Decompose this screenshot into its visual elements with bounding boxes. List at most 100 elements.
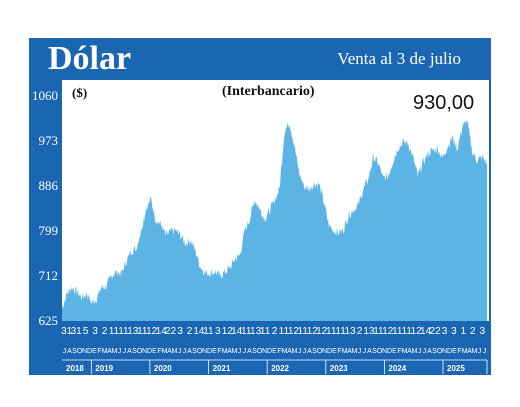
x-year-label: 2022 [271, 364, 289, 373]
x-tick-month-label: O [317, 348, 323, 355]
x-tick-month-label: A [247, 348, 252, 355]
y-tick-label: 712 [39, 268, 59, 283]
x-year-label: 2025 [447, 364, 465, 373]
x-tick-day-label: 12 [411, 326, 423, 337]
x-tick-month-label: S [432, 348, 437, 355]
x-tick-month-label: N [142, 348, 147, 355]
x-tick-day-label: 3 [480, 326, 486, 337]
x-tick-month-label: D [387, 348, 392, 355]
x-tick-day-label: 3 [177, 326, 183, 337]
x-tick-month-label: N [262, 348, 267, 355]
x-tick-month-label: A [227, 348, 232, 355]
x-tick-month-label: O [197, 348, 203, 355]
x-tick-month-label: D [207, 348, 212, 355]
x-tick-day-label: 12 [382, 326, 394, 337]
x-tick-month-label: N [382, 348, 387, 355]
x-tick-month-label: A [107, 348, 112, 355]
x-tick-month-label: A [287, 348, 292, 355]
x-tick-day-label: 11 [326, 326, 337, 337]
x-tick-month-label: D [147, 348, 152, 355]
x-tick-month-label: F [157, 348, 161, 355]
x-tick-month-label: N [442, 348, 447, 355]
x-tick-month-label: O [257, 348, 263, 355]
x-tick-month-label: J [63, 348, 67, 355]
x-tick-month-label: O [137, 348, 143, 355]
x-tick-month-label: D [327, 348, 332, 355]
y-tick-label: 799 [39, 223, 59, 238]
x-tick-month-label: F [217, 348, 221, 355]
x-tick-month-label: E [272, 348, 277, 355]
x-tick-month-label: J [303, 348, 307, 355]
x-tick-month-label: O [77, 348, 83, 355]
x-tick-day-label: 14 [193, 326, 205, 337]
x-year-label: 2023 [330, 364, 348, 373]
y-tick-label: 1060 [32, 88, 58, 103]
x-tick-day-label: 2 [187, 326, 193, 337]
x-tick-day-label: 13 [345, 326, 357, 337]
x-tick-month-label: F [337, 348, 341, 355]
x-year-label: 2019 [95, 364, 113, 373]
x-tick-day-label: 11 [109, 326, 120, 337]
x-tick-month-label: D [447, 348, 452, 355]
x-tick-day-label: 13 [250, 326, 262, 337]
x-tick-month-label: J [178, 348, 182, 355]
x-tick-day-label: 22 [165, 326, 177, 337]
x-tick-month-label: O [437, 348, 443, 355]
market-label: (Interbancario) [222, 84, 315, 99]
x-tick-day-label: 2 [470, 326, 476, 337]
x-tick-month-label: M [462, 348, 468, 355]
x-tick-day-label: 2 [272, 326, 278, 337]
x-tick-day-label: 22 [430, 326, 442, 337]
x-tick-month-label: J [478, 348, 482, 355]
x-tick-month-label: J [118, 348, 122, 355]
x-tick-day-label: 3 [215, 326, 221, 337]
x-tick-day-label: 11 [402, 326, 413, 337]
x-tick-day-label: 14 [231, 326, 243, 337]
x-tick-day-label: 11 [335, 326, 346, 337]
x-tick-month-label: S [72, 348, 77, 355]
x-tick-day-label: 11 [279, 326, 290, 337]
x-tick-month-label: M [472, 348, 478, 355]
x-tick-day-label: 11 [203, 326, 214, 337]
x-tick-month-label: A [367, 348, 372, 355]
x-tick-month-label: J [298, 348, 302, 355]
x-tick-month-label: M [222, 348, 228, 355]
x-tick-month-label: J [483, 348, 487, 355]
x-tick-day-label: 3 [92, 326, 98, 337]
x-year-label: 2018 [66, 364, 84, 373]
x-tick-month-label: E [392, 348, 397, 355]
x-tick-day-label: 5 [83, 326, 89, 337]
dollar-series-area [62, 119, 487, 322]
x-year-label: 2024 [388, 364, 406, 373]
x-tick-day-label: 2 [102, 326, 108, 337]
x-tick-month-label: S [192, 348, 197, 355]
x-tick-day-label: 11 [298, 326, 309, 337]
x-tick-day-label: 2 [357, 326, 363, 337]
x-tick-month-label: A [427, 348, 432, 355]
y-axis-ticks: 625 712 799 886 973 1060 [32, 88, 59, 328]
x-tick-day-label: 12 [288, 326, 300, 337]
x-tick-day-label: 13 [127, 326, 139, 337]
x-tick-month-label: M [102, 348, 108, 355]
x-tick-month-label: F [97, 348, 101, 355]
x-tick-month-label: O [377, 348, 383, 355]
x-tick-month-label: F [397, 348, 401, 355]
x-tick-month-label: F [457, 348, 461, 355]
x-tick-day-label: 31 [61, 326, 73, 337]
x-tick-day-label: 1 [461, 326, 467, 337]
x-tick-month-label: A [407, 348, 412, 355]
x-axis-year-labels: 2018 2019 2020 2021 2022 2023 2024 2025 [62, 359, 488, 374]
x-tick-month-label: E [212, 348, 217, 355]
x-tick-month-label: F [277, 348, 281, 355]
area-layer [62, 119, 487, 322]
y-tick-label: 625 [39, 313, 59, 328]
x-tick-month-label: A [467, 348, 472, 355]
x-tick-day-label: 11 [137, 326, 148, 337]
x-tick-day-label: 11 [118, 326, 129, 337]
x-tick-month-label: E [332, 348, 337, 355]
x-tick-day-label: 11 [260, 326, 271, 337]
x-tick-month-label: J [123, 348, 127, 355]
x-tick-month-label: S [312, 348, 317, 355]
